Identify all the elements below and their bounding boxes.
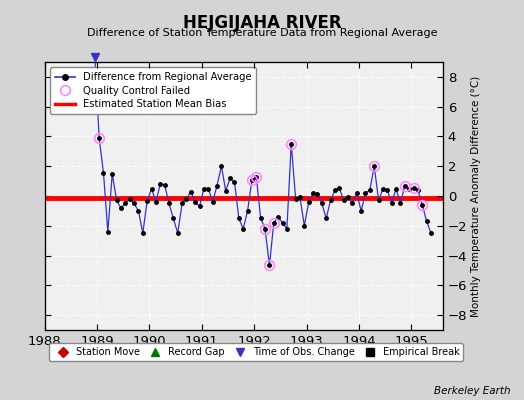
Text: Difference of Station Temperature Data from Regional Average: Difference of Station Temperature Data f… xyxy=(87,28,437,38)
Text: Berkeley Earth: Berkeley Earth xyxy=(434,386,511,396)
Y-axis label: Monthly Temperature Anomaly Difference (°C): Monthly Temperature Anomaly Difference (… xyxy=(472,75,482,317)
Legend: Difference from Regional Average, Quality Control Failed, Estimated Station Mean: Difference from Regional Average, Qualit… xyxy=(50,67,256,114)
Text: HEJGIJAHA RIVER: HEJGIJAHA RIVER xyxy=(183,14,341,32)
Legend: Station Move, Record Gap, Time of Obs. Change, Empirical Break: Station Move, Record Gap, Time of Obs. C… xyxy=(49,343,463,361)
